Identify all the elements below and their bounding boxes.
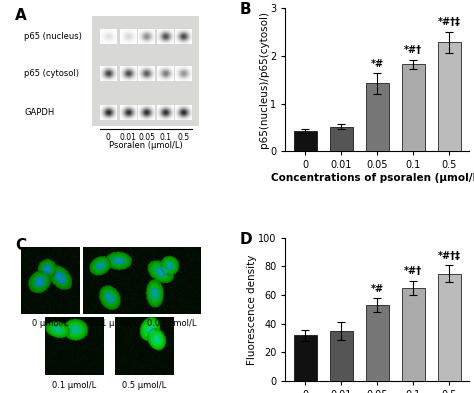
- Text: *#†: *#†: [404, 266, 422, 276]
- Text: 0: 0: [106, 132, 110, 141]
- Text: *#: *#: [371, 284, 384, 294]
- Text: A: A: [15, 8, 27, 23]
- Text: 0.01 μmol/L: 0.01 μmol/L: [88, 320, 137, 329]
- Bar: [438, 42, 461, 151]
- X-axis label: Concentrations of psoralen (μmol/L): Concentrations of psoralen (μmol/L): [271, 173, 474, 183]
- Text: D: D: [239, 232, 252, 247]
- Y-axis label: Fluorescence density: Fluorescence density: [246, 254, 257, 365]
- Text: Psoralen (μmol/L): Psoralen (μmol/L): [109, 141, 182, 150]
- Text: 0.05: 0.05: [138, 132, 155, 141]
- Y-axis label: p65(nucleus)/p65(cytosol): p65(nucleus)/p65(cytosol): [259, 11, 269, 148]
- Text: 0.01: 0.01: [120, 132, 137, 141]
- Bar: [92, 17, 199, 126]
- Text: C: C: [15, 238, 27, 253]
- Text: GAPDH: GAPDH: [25, 108, 55, 117]
- Text: p65 (nucleus): p65 (nucleus): [25, 32, 82, 41]
- Bar: [330, 127, 353, 151]
- Text: 0.1: 0.1: [159, 132, 171, 141]
- Bar: [330, 331, 353, 381]
- Text: *#: *#: [371, 59, 384, 69]
- Text: *#†‡: *#†‡: [438, 17, 461, 28]
- Text: 0.1 μmol/L: 0.1 μmol/L: [52, 381, 96, 390]
- Text: *#†‡: *#†‡: [438, 251, 461, 261]
- Text: *#†: *#†: [404, 45, 422, 55]
- Text: 0.5: 0.5: [177, 132, 190, 141]
- Text: p65 (cytosol): p65 (cytosol): [25, 70, 80, 79]
- Text: 0.5 μmol/L: 0.5 μmol/L: [122, 381, 166, 390]
- Bar: [365, 305, 389, 381]
- Bar: [401, 64, 425, 151]
- Bar: [438, 274, 461, 381]
- Bar: [294, 335, 317, 381]
- Bar: [365, 83, 389, 151]
- Bar: [294, 131, 317, 151]
- Text: 0 μmol/L: 0 μmol/L: [32, 320, 68, 329]
- Bar: [401, 288, 425, 381]
- Text: B: B: [239, 2, 251, 17]
- Text: 0.05 μmol/L: 0.05 μmol/L: [147, 320, 196, 329]
